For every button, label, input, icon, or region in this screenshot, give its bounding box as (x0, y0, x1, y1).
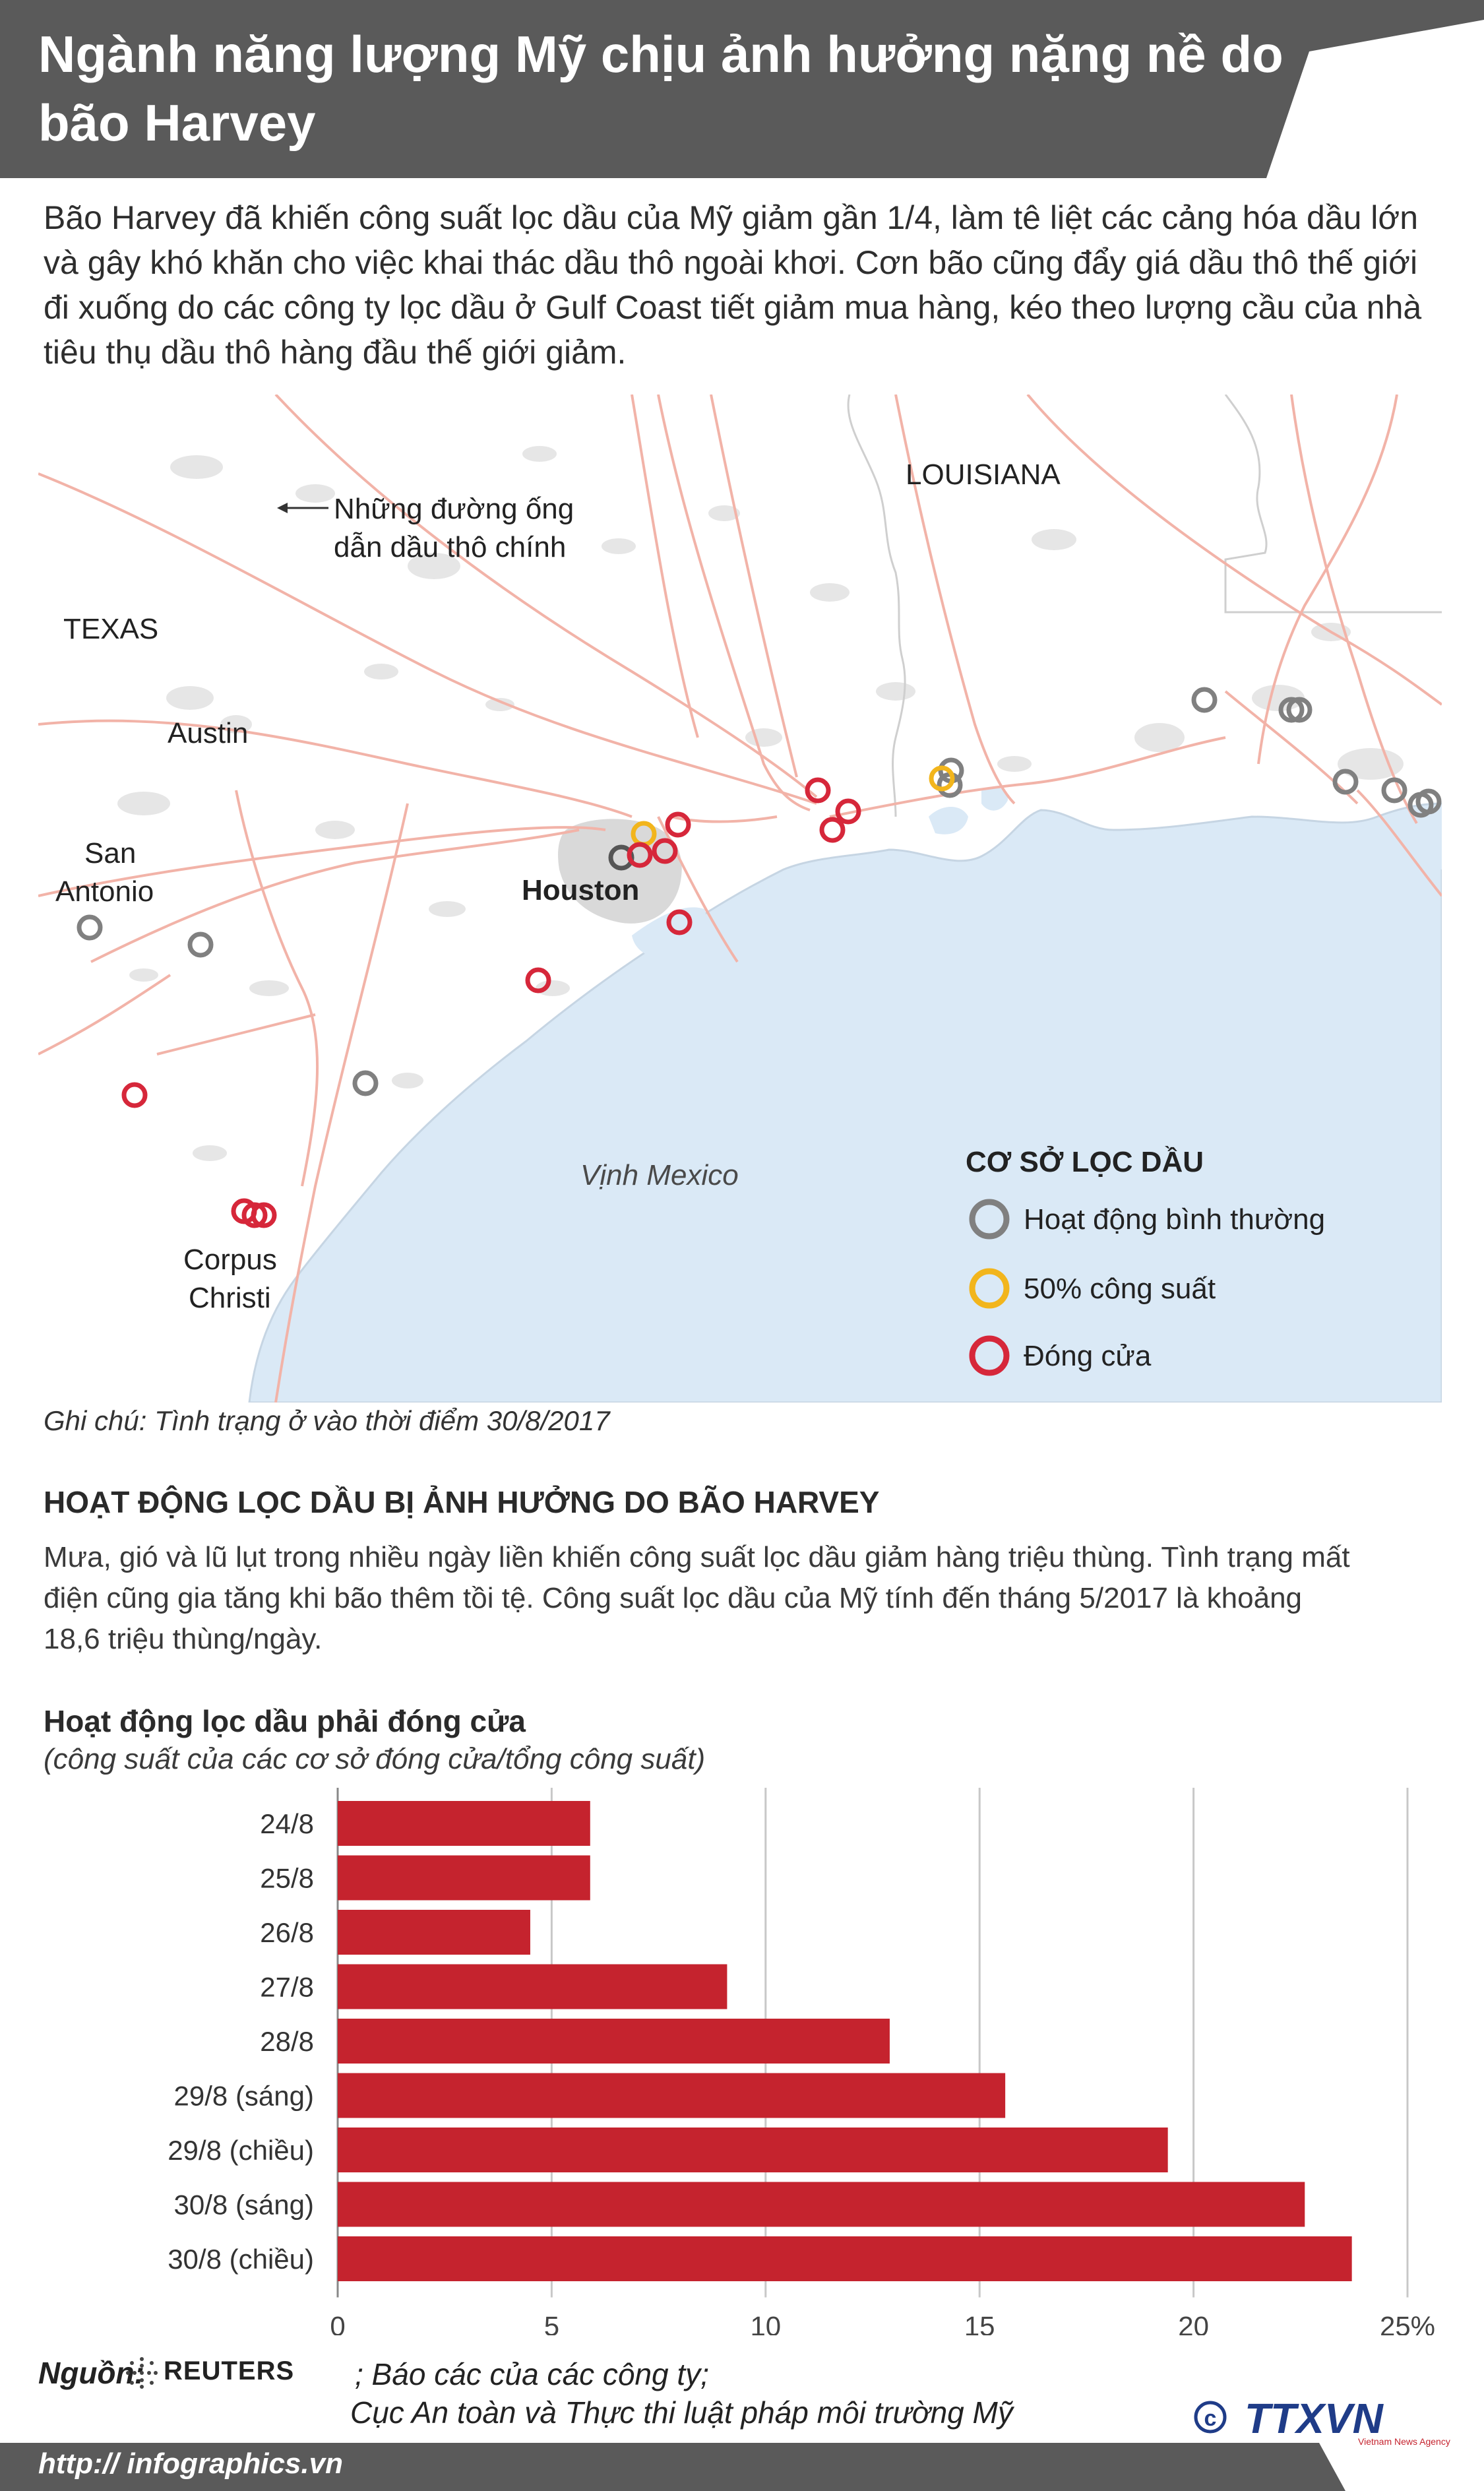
bar (338, 1964, 727, 2009)
refinery-closed-marker (121, 1082, 148, 1108)
refineries-closed (121, 777, 861, 1228)
agency-wordmark: TTXVN (1245, 2395, 1384, 2442)
refinery-half-marker (929, 765, 955, 792)
bar (338, 2236, 1352, 2281)
source-line-1: ; Báo các của các công ty; (355, 2357, 709, 2391)
section-body: Mưa, gió và lũ lụt trong nhiều ngày liền… (44, 1541, 1350, 1655)
map-svg: LOUISIANA TEXAS Austin San Antonio Houst… (38, 393, 1443, 1404)
refinery-normal-marker (352, 1070, 379, 1096)
gulf-water (249, 804, 1442, 1403)
page-title: Ngành năng lượng Mỹ chịu ảnh hưởng nặng … (38, 25, 1283, 152)
map-legend: CƠ SỞ LỌC DẦU Hoạt động bình thường 50% … (966, 1145, 1325, 1376)
bar (338, 1855, 590, 1901)
bottom-bar (0, 2443, 1345, 2491)
legend-half-label: 50% công suất (1024, 1273, 1216, 1305)
x-tick-label: 25% (1380, 2311, 1435, 2336)
source-line-2: Cục An toàn và Thực thi luật pháp môi tr… (350, 2395, 1013, 2430)
refinery-normal-marker (1381, 777, 1407, 804)
label-san-antonio-line2: Antonio (55, 875, 154, 908)
refinery-closed-marker (819, 817, 846, 843)
label-texas: TEXAS (63, 613, 158, 645)
label-louisiana: LOUISIANA (906, 458, 1061, 491)
label-austin: Austin (168, 717, 248, 749)
legend-title: CƠ SỞ LỌC DẦU (966, 1145, 1204, 1178)
map-note: Ghi chú: Tình trạng ở vào thời điểm 30/8… (44, 1405, 610, 1436)
label-houston: Houston (522, 874, 639, 906)
x-tick-label: 20 (1178, 2311, 1209, 2336)
x-tick-label: 0 (330, 2311, 345, 2336)
label-gulf: Vịnh Mexico (580, 1159, 739, 1191)
label-pipelines-line2: dẫn dầu thô chính (334, 531, 566, 563)
bar (338, 2182, 1305, 2227)
category-label: 30/8 (sáng) (174, 2190, 314, 2221)
pipelines (38, 393, 1443, 1403)
intro-text: Bão Harvey đã khiến công suất lọc dầu củ… (44, 199, 1422, 371)
category-label: 24/8 (260, 1808, 314, 1839)
category-label: 29/8 (chiều) (168, 2135, 314, 2166)
category-label: 29/8 (sáng) (174, 2081, 314, 2112)
bar-chart: 0 5 10 15 20 25% 24/8 25/8 26/8 27/8 28/8 29/8 (sán… (168, 1788, 1435, 2336)
refinery-normal-marker (1332, 769, 1359, 795)
refinery-normal-marker (1415, 788, 1442, 815)
bar (338, 1801, 590, 1846)
x-tick-label: 5 (544, 2311, 559, 2336)
x-tick-label: 10 (750, 2311, 781, 2336)
refinery-closed-marker (835, 798, 861, 825)
bar (338, 2019, 890, 2064)
refinery-map: LOUISIANA TEXAS Austin San Antonio Houst… (38, 393, 1443, 1404)
label-corpus-line1: Corpus (183, 1244, 277, 1276)
chart-subtitle: (công suất của các cơ sở đóng cửa/tổng c… (44, 1743, 706, 1775)
x-tick-label: 15 (964, 2311, 995, 2336)
label-pipelines-line1: Những đường ống (334, 493, 574, 525)
pipeline-label-arrow (277, 503, 328, 513)
chart-title: Hoạt động lọc dầu phải đóng cửa (44, 1704, 526, 1738)
refinery-normal-marker (1191, 687, 1218, 713)
category-label: 26/8 (260, 1917, 314, 1948)
label-corpus-line2: Christi (189, 1282, 271, 1314)
refinery-closed-marker (251, 1202, 277, 1228)
legend-normal-icon (969, 1199, 1010, 1240)
refinery-normal-marker (187, 931, 214, 958)
category-label: 28/8 (260, 2026, 314, 2057)
reuters-logo-icon (126, 2357, 158, 2389)
category-label: 25/8 (260, 1863, 314, 1894)
refinery-closed-marker (525, 967, 551, 993)
agency-subtitle: Vietnam News Agency (1358, 2436, 1450, 2447)
section-title: HOẠT ĐỘNG LỌC DẦU BỊ ẢNH HƯỞNG DO BÃO HA… (44, 1485, 880, 1519)
legend-closed-icon (969, 1335, 1010, 1376)
refinery-closed-marker (627, 842, 653, 868)
refinery-normal-marker (77, 914, 103, 941)
category-label: 30/8 (chiều) (168, 2244, 314, 2275)
ttxvn-logo: c TTXVN Vietnam News Agency (1194, 2395, 1450, 2447)
refinery-normal-marker (1286, 697, 1313, 723)
source-block: Nguồn: REUTERS ; Báo các của các công ty… (38, 2355, 1159, 2441)
category-label: 27/8 (260, 1972, 314, 2003)
bar (338, 2073, 1006, 2118)
header-shape (0, 0, 1484, 178)
legend-normal-label: Hoạt động bình thường (1024, 1203, 1325, 1236)
website-link[interactable]: http:// infographics.vn (38, 2447, 343, 2480)
refinery-closed-marker (665, 811, 691, 838)
refinery-closed-marker (652, 838, 678, 864)
refinery-closed-marker (666, 909, 693, 935)
reuters-wordmark: REUTERS (164, 2356, 295, 2385)
refinery-closed-marker (241, 1202, 268, 1228)
refinery-normal-marker (1278, 697, 1305, 723)
header-banner: Ngành năng lượng Mỹ chịu ảnh hưởng nặng … (0, 0, 1484, 178)
bar (338, 1910, 530, 1955)
svg-text:c: c (1204, 2406, 1217, 2431)
copyright-icon (1194, 2401, 1227, 2434)
legend-closed-label: Đóng cửa (1024, 1340, 1152, 1372)
legend-half-icon (969, 1268, 1010, 1309)
label-san-antonio-line1: San (84, 837, 136, 869)
bar (338, 2128, 1168, 2172)
refinery-closed-marker (805, 777, 831, 804)
